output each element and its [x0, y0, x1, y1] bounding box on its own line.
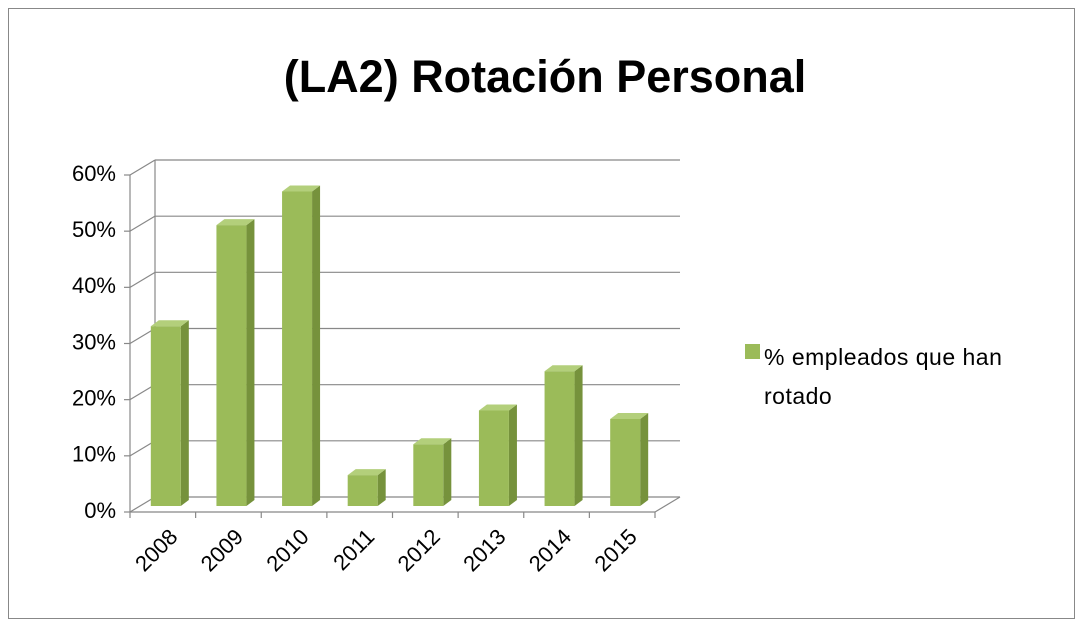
y-tick-label: 40% — [72, 273, 116, 298]
bar — [216, 219, 255, 506]
y-tick-label: 10% — [72, 442, 116, 467]
bar-top — [544, 365, 583, 372]
y-tick-label: 50% — [72, 217, 116, 242]
bar-top — [610, 412, 649, 419]
bar-side — [508, 404, 517, 506]
bar-side — [180, 320, 189, 506]
bar-front — [478, 410, 509, 506]
grid-line — [129, 159, 156, 176]
legend-swatch — [745, 344, 760, 359]
bar-top — [282, 185, 321, 192]
bar — [347, 469, 386, 506]
bar-top — [216, 219, 255, 226]
bar-front — [216, 225, 247, 506]
bar-side — [312, 185, 321, 506]
bar — [544, 365, 583, 506]
bar-front — [347, 475, 378, 506]
y-tick-label: 20% — [72, 385, 116, 410]
bar-top — [478, 404, 517, 411]
grid-line — [129, 271, 156, 288]
bar-top — [347, 469, 386, 476]
y-tick-label: 60% — [72, 161, 116, 186]
bar-side — [640, 412, 649, 506]
bar-top — [150, 320, 189, 327]
bar-side — [246, 219, 255, 506]
bar-top — [413, 438, 452, 445]
chart-border — [8, 8, 1075, 619]
bar-front — [413, 444, 444, 506]
y-tick-label: 0% — [84, 498, 116, 523]
grid-line — [129, 215, 156, 232]
bar-side — [443, 438, 452, 506]
bar-side — [377, 469, 386, 506]
y-tick-label: 30% — [72, 329, 116, 354]
bar-side — [574, 365, 583, 506]
bar — [478, 404, 517, 506]
bar-front — [150, 326, 181, 506]
bar — [282, 185, 321, 506]
bar — [413, 438, 452, 506]
floor-edge — [654, 496, 681, 513]
bar-front — [610, 418, 641, 506]
chart-title: (LA2) Rotación Personal — [284, 51, 807, 102]
bar — [610, 412, 649, 506]
legend-label: % empleados que han rotado — [764, 344, 1003, 409]
bar-front — [544, 371, 575, 506]
bar-front — [282, 191, 313, 506]
bar — [150, 320, 189, 506]
